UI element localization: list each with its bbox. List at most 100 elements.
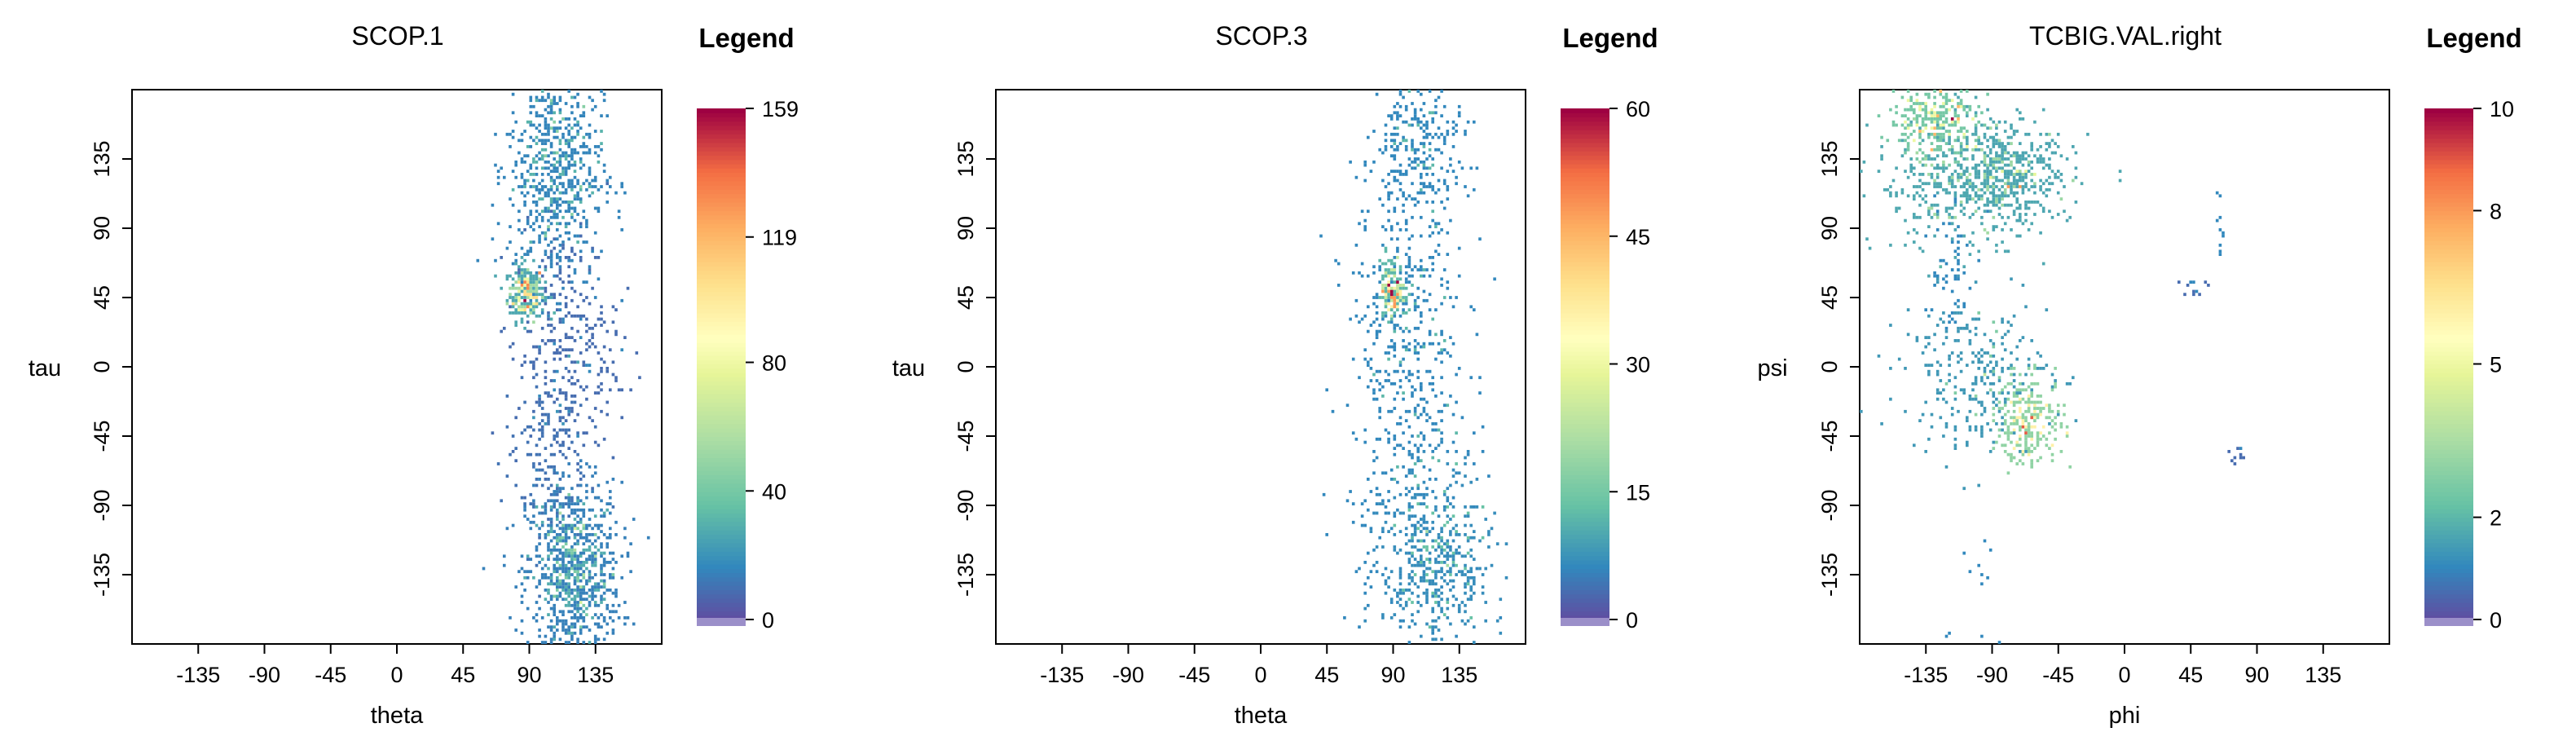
heatmap-cell bbox=[576, 499, 579, 503]
heatmap-cell bbox=[576, 123, 579, 127]
heatmap-cell bbox=[2056, 145, 2060, 148]
heatmap-cell bbox=[553, 130, 556, 133]
heatmap-cell bbox=[582, 111, 586, 115]
legend-color-step bbox=[2424, 147, 2473, 152]
heatmap-cell bbox=[620, 185, 623, 188]
heatmap-cell bbox=[1950, 179, 1954, 183]
heatmap-cell bbox=[1986, 173, 1989, 176]
legend-color-step bbox=[697, 197, 746, 203]
heatmap-cell bbox=[1953, 385, 1957, 389]
heatmap-cell bbox=[1396, 591, 1399, 595]
legend-color-step bbox=[1561, 517, 1609, 523]
heatmap-cell bbox=[2036, 459, 2040, 463]
heatmap-cell bbox=[1983, 173, 1987, 176]
heatmap-cell bbox=[567, 145, 570, 148]
heatmap-cell bbox=[1420, 634, 1423, 638]
heatmap-cell bbox=[523, 360, 526, 364]
heatmap-cell bbox=[523, 400, 526, 404]
legend-color-step bbox=[697, 465, 746, 471]
heatmap-cell bbox=[2024, 175, 2028, 179]
heatmap-cell bbox=[558, 175, 562, 179]
heatmap-cell bbox=[2039, 203, 2042, 207]
heatmap-cell bbox=[2222, 234, 2225, 238]
heatmap-cell bbox=[1387, 351, 1390, 355]
legend-color-step bbox=[697, 406, 746, 412]
heatmap-cell bbox=[1464, 622, 1467, 626]
heatmap-cell bbox=[629, 570, 632, 574]
heatmap-cell bbox=[2239, 447, 2243, 450]
heatmap-cell bbox=[1882, 187, 1887, 192]
heatmap-cell bbox=[567, 575, 570, 580]
heatmap-cell bbox=[523, 277, 526, 281]
heatmap-cell bbox=[597, 373, 601, 377]
heatmap-cell bbox=[585, 187, 588, 192]
heatmap-cell bbox=[1466, 551, 1470, 555]
heatmap-cell bbox=[573, 601, 577, 604]
heatmap-cell bbox=[1420, 92, 1423, 96]
legend-color-step bbox=[697, 526, 746, 531]
heatmap-cell bbox=[1375, 369, 1379, 373]
heatmap-cell bbox=[549, 619, 553, 623]
heatmap-cell bbox=[2048, 182, 2051, 186]
x-axis-ticks: -135 -90 -45 0 45 90 135 bbox=[176, 644, 614, 687]
heatmap-cell bbox=[553, 400, 556, 404]
heatmap-cell bbox=[540, 209, 544, 214]
heatmap-cell bbox=[2024, 373, 2028, 377]
heatmap-cell bbox=[579, 126, 583, 130]
heatmap-cell bbox=[591, 563, 594, 567]
heatmap-cell bbox=[1927, 209, 1931, 214]
heatmap-cell bbox=[523, 293, 526, 297]
legend-color-step bbox=[1561, 262, 1609, 267]
heatmap-cell bbox=[2218, 215, 2222, 219]
legend-color-step bbox=[2424, 279, 2473, 284]
heatmap-cell bbox=[1322, 492, 1326, 496]
heatmap-cell bbox=[1927, 182, 1931, 186]
heatmap-cell bbox=[1381, 203, 1385, 207]
heatmap-cell bbox=[1389, 320, 1394, 324]
heatmap-cell bbox=[2033, 120, 2037, 124]
heatmap-cell bbox=[553, 111, 556, 115]
heatmap-cell bbox=[1992, 139, 1996, 143]
heatmap-cell bbox=[1420, 431, 1423, 435]
heatmap-cell bbox=[579, 533, 583, 536]
heatmap-cell bbox=[2006, 381, 2010, 386]
heatmap-cell bbox=[579, 459, 583, 463]
heatmap-cell bbox=[509, 132, 512, 136]
heatmap-cell bbox=[2012, 132, 2016, 136]
heatmap-cell bbox=[1983, 333, 1987, 337]
heatmap-cell bbox=[1974, 170, 1978, 173]
heatmap-cell bbox=[582, 536, 586, 540]
heatmap-cell bbox=[591, 326, 594, 330]
legend-color-step bbox=[1561, 589, 1609, 595]
heatmap-cell bbox=[588, 339, 592, 342]
heatmap-cell bbox=[549, 523, 553, 527]
heatmap-cell bbox=[2024, 218, 2028, 223]
heatmap-cell bbox=[517, 311, 521, 315]
heatmap-cell bbox=[2027, 397, 2031, 401]
heatmap-cell bbox=[1948, 132, 1951, 136]
heatmap-cell bbox=[1396, 324, 1399, 327]
heatmap-cell bbox=[570, 201, 574, 204]
heatmap-cell bbox=[2048, 403, 2051, 408]
legend-color-step bbox=[697, 274, 746, 280]
heatmap-cell bbox=[2012, 367, 2016, 370]
heatmap-cell bbox=[2012, 391, 2016, 395]
heatmap-cell bbox=[549, 296, 553, 299]
heatmap-cell bbox=[1425, 173, 1429, 176]
heatmap-cell bbox=[1375, 570, 1379, 574]
heatmap-cell bbox=[1983, 191, 1987, 195]
heatmap-cell bbox=[1384, 505, 1388, 509]
heatmap-cell bbox=[1918, 108, 1922, 112]
heatmap-cell bbox=[1358, 222, 1361, 226]
heatmap-cell bbox=[593, 407, 597, 410]
heatmap-cell bbox=[547, 243, 550, 247]
heatmap-cell bbox=[588, 575, 592, 580]
heatmap-cell bbox=[1980, 412, 1984, 417]
heatmap-cell bbox=[1334, 258, 1337, 262]
heatmap-cell bbox=[496, 182, 500, 186]
x-axis-label: phi bbox=[2109, 703, 2141, 729]
heatmap-cell bbox=[2030, 431, 2033, 435]
legend-color-step bbox=[1561, 287, 1609, 293]
heatmap-cell bbox=[1387, 296, 1390, 299]
heatmap-cell bbox=[567, 379, 570, 382]
